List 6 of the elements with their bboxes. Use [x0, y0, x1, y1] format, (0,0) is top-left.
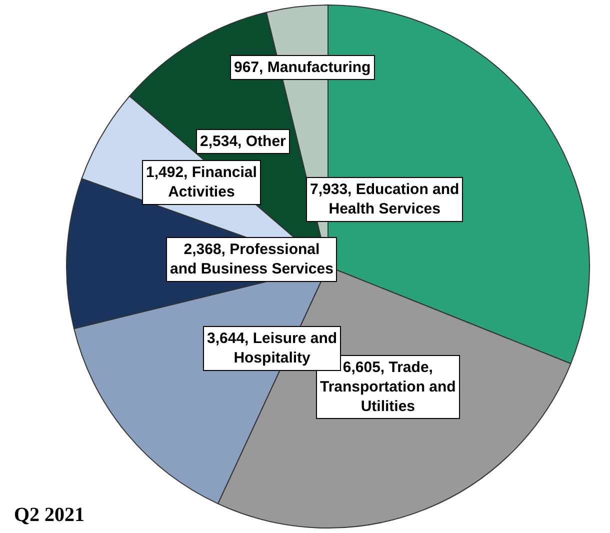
text: Q2 2021 — [14, 504, 85, 526]
slice-label: 2,534, Other — [200, 133, 286, 150]
slice-label: 967, Manufacturing — [234, 59, 371, 76]
slice-label: 2,368, Professional and Business Services — [170, 241, 334, 278]
slice-label: 7,933, Education and Health Services — [310, 181, 460, 218]
slice-label: 1,492, Financial Activities — [146, 164, 257, 200]
